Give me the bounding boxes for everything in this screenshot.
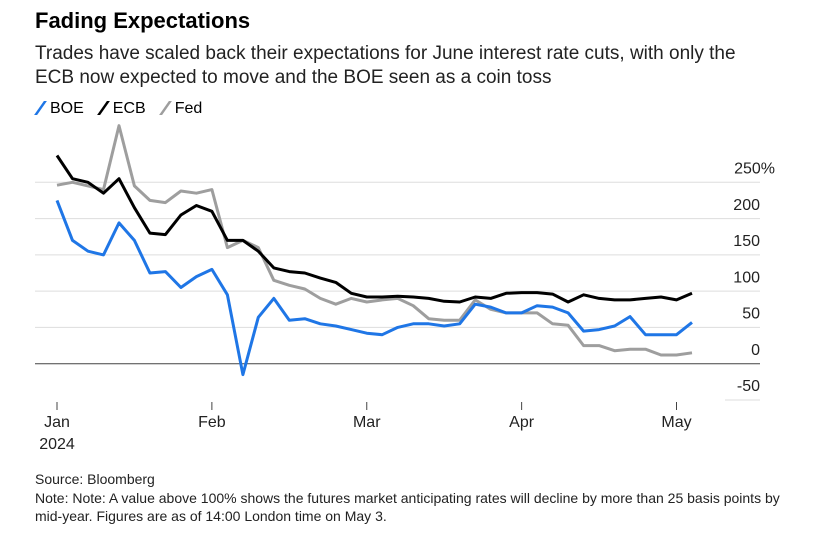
x-tick-label: Jan: [44, 414, 70, 431]
chart-subtitle: Trades have scaled back their expectatio…: [35, 43, 736, 88]
legend-item: ECB: [96, 100, 146, 118]
series-line: [55, 199, 693, 377]
legend-label: ECB: [112, 100, 146, 117]
x-tick-label: May: [661, 414, 691, 431]
x-year-label: 2024: [39, 436, 75, 453]
x-tick-label: Mar: [353, 414, 381, 431]
y-tick-label: 0: [751, 342, 760, 359]
y-tick-label: 250%: [734, 161, 775, 178]
legend-label: Fed: [174, 100, 203, 117]
legend-item: Fed: [158, 100, 203, 118]
legend-label: BOE: [50, 100, 84, 117]
y-tick-label: 200: [733, 197, 760, 214]
source: Source: Bloomberg: [35, 471, 155, 487]
series-line: [56, 124, 693, 357]
y-tick-label: -50: [737, 378, 760, 395]
legend-item: BOE: [34, 100, 84, 118]
y-tick-label: 150: [733, 233, 760, 250]
x-tick-label: Apr: [509, 414, 535, 431]
x-tick-label: Feb: [198, 414, 226, 431]
note: Note: Note: A value above 100% shows the…: [35, 490, 780, 524]
chart-title: Fading Expectations: [35, 8, 251, 33]
series-line: [55, 154, 693, 304]
y-tick-label: 50: [742, 306, 760, 323]
legend: BOE ECB Fed: [34, 100, 203, 118]
y-tick-label: 100: [733, 269, 760, 286]
